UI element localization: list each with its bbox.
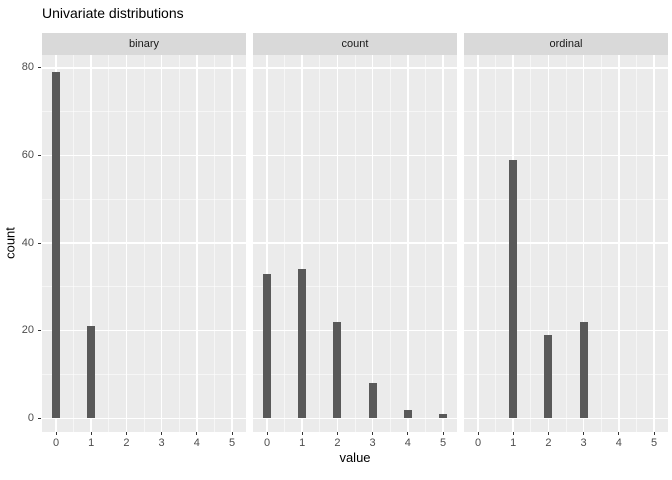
- x-tick-mark: [372, 431, 374, 435]
- gridline-minor-h: [464, 198, 668, 200]
- y-tick-mark: [38, 154, 41, 156]
- gridline-minor-h: [253, 373, 457, 375]
- gridline-minor-h: [253, 198, 457, 200]
- y-tick-mark: [38, 242, 41, 244]
- x-tick-mark: [618, 431, 620, 435]
- gridline-minor-h: [253, 111, 457, 113]
- gridline-major-h: [253, 242, 457, 244]
- gridline-major-h: [42, 329, 246, 332]
- bar-count-x1: [298, 269, 307, 419]
- x-tick-label: 2: [545, 436, 552, 449]
- x-tick-label: 5: [228, 436, 236, 449]
- y-tick-mark: [38, 330, 41, 332]
- x-tick-label: 1: [88, 436, 95, 449]
- bar-count-x0: [263, 273, 271, 419]
- x-tick-label: 0: [474, 436, 482, 449]
- x-tick-mark: [196, 431, 198, 435]
- gridline-major-h: [42, 154, 246, 157]
- gridline-major-h: [253, 329, 457, 332]
- gridline-minor-h: [42, 111, 246, 113]
- gridline-minor-h: [464, 373, 668, 375]
- x-tick-label: 0: [263, 436, 271, 449]
- gridline-major-h: [42, 67, 246, 69]
- gridline-major-h: [464, 417, 668, 420]
- x-tick-mark: [583, 431, 585, 435]
- x-tick-label: 1: [299, 436, 306, 449]
- y-tick-label: 60: [21, 148, 34, 161]
- bar-binary-x1: [87, 326, 96, 419]
- x-tick-mark: [653, 431, 655, 435]
- facet-strip-label: count: [341, 38, 369, 50]
- x-tick-mark: [512, 431, 514, 435]
- gridline-minor-h: [42, 286, 246, 288]
- y-tick-label: 80: [21, 61, 34, 74]
- facet-strip-count: count: [253, 33, 457, 55]
- y-tick-mark: [38, 67, 41, 69]
- gridline-major-h: [42, 417, 246, 420]
- x-tick-label: 5: [650, 436, 658, 449]
- bar-count-x2: [333, 321, 342, 419]
- y-tick-label: 40: [21, 236, 34, 249]
- gridline-minor-h: [464, 111, 668, 113]
- y-tick-label: 0: [27, 411, 34, 424]
- facet-panel-binary: [42, 55, 246, 432]
- gridline-major-h: [464, 242, 668, 244]
- x-tick-label: 2: [123, 436, 130, 449]
- bar-count-x4: [403, 409, 412, 419]
- x-tick-label: 4: [193, 436, 200, 449]
- gridline-major-h: [464, 67, 668, 69]
- chart-title: Univariate distributions: [42, 5, 184, 21]
- facet-panel-count: [253, 55, 457, 432]
- x-tick-mark: [231, 431, 233, 435]
- x-tick-label: 4: [615, 436, 622, 449]
- gridline-major-h: [464, 154, 668, 157]
- y-tick-label: 20: [21, 324, 34, 337]
- gridline-major-h: [253, 417, 457, 420]
- bar-count-x5: [439, 413, 447, 419]
- facet-panel-ordinal: [464, 55, 668, 432]
- x-tick-mark: [407, 431, 409, 435]
- x-tick-label: 3: [580, 436, 587, 449]
- x-tick-label: 3: [369, 436, 376, 449]
- bar-ordinal-x2: [544, 335, 553, 419]
- x-tick-mark: [301, 431, 303, 435]
- x-tick-mark: [477, 431, 479, 435]
- bar-binary-x0: [52, 72, 60, 419]
- bar-ordinal-x1: [509, 159, 518, 419]
- gridline-minor-h: [42, 198, 246, 200]
- x-tick-label: 4: [404, 436, 411, 449]
- gridline-minor-h: [253, 286, 457, 288]
- x-tick-label: 3: [158, 436, 165, 449]
- x-tick-mark: [547, 431, 549, 435]
- x-tick-label: 0: [52, 436, 60, 449]
- x-tick-label: 1: [510, 436, 517, 449]
- x-tick-mark: [125, 431, 127, 435]
- facet-strip-label: ordinal: [549, 38, 583, 50]
- facet-strip-binary: binary: [42, 33, 246, 55]
- bar-count-x3: [368, 383, 377, 419]
- x-tick-mark: [442, 431, 444, 435]
- facet-strip-ordinal: ordinal: [464, 33, 668, 55]
- gridline-major-h: [253, 67, 457, 69]
- y-tick-mark: [38, 417, 41, 419]
- facet-strip-label: binary: [129, 38, 159, 50]
- x-axis-title: value: [339, 450, 371, 465]
- x-tick-label: 2: [334, 436, 341, 449]
- x-tick-mark: [90, 431, 92, 435]
- gridline-minor-h: [42, 373, 246, 375]
- x-tick-mark: [161, 431, 163, 435]
- x-tick-mark: [55, 431, 57, 435]
- x-tick-mark: [266, 431, 268, 435]
- gridline-major-h: [253, 154, 457, 157]
- gridline-major-h: [464, 329, 668, 332]
- bar-ordinal-x3: [579, 321, 588, 419]
- gridline-major-h: [42, 242, 246, 244]
- x-tick-mark: [336, 431, 338, 435]
- x-tick-label: 5: [439, 436, 447, 449]
- gridline-minor-h: [464, 286, 668, 288]
